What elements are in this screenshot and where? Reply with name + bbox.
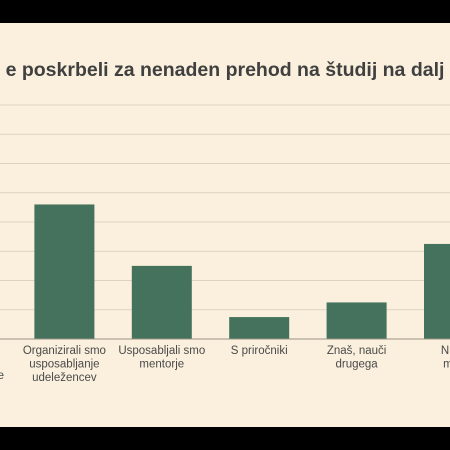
x-tick-labels: ne Organizirali smousposabljanjeudeleženc… [0,345,450,384]
bars [34,204,450,339]
bar [424,243,450,339]
x-tick-label: S priročniki [231,345,288,357]
bar [131,265,192,339]
bar [326,302,387,339]
bar-chart: ne Organizirali smousposabljanjeudeleženc… [0,59,450,384]
x-tick-label: Znaš, nauči drugega [327,345,386,371]
x-tick-label: ne [0,370,4,382]
x-tick-label: Nismmož [441,345,450,371]
bar [34,204,95,339]
x-tick-label: Organizirali smo usposabljanje udeležencev [23,345,106,384]
bar [229,317,290,339]
chart-title: e poskrbeli za nenaden prehod na študij … [6,59,445,81]
x-tick-label: Usposabljali smo mentorje [118,345,205,371]
chart-frame: ne Organizirali smousposabljanjeudeleženc… [0,23,450,427]
